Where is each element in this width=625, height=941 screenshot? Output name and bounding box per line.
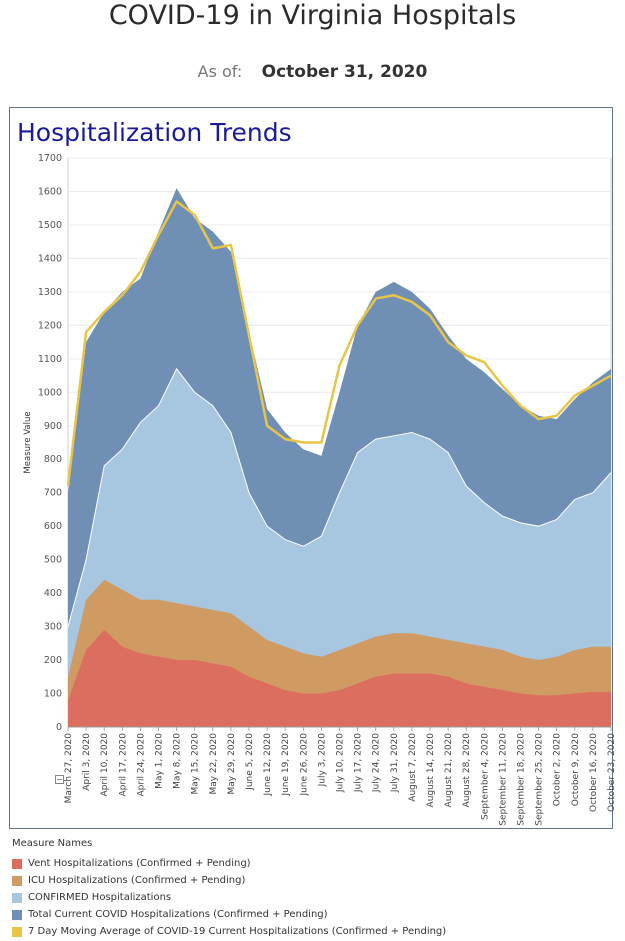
x-tick-label: October 23, 2020 xyxy=(607,733,617,812)
y-tick-label: 1000 xyxy=(38,387,62,398)
legend-label: Vent Hospitalizations (Confirmed + Pendi… xyxy=(28,858,251,869)
y-tick-label: 1100 xyxy=(38,354,62,365)
x-tick-label: August 28, 2020 xyxy=(462,733,472,808)
legend-swatch xyxy=(12,926,22,937)
as-of-label: As of: xyxy=(197,62,243,81)
x-tick-label: April 17, 2020 xyxy=(118,733,128,797)
as-of-line: As of: October 31, 2020 xyxy=(0,62,625,82)
y-axis-label: Measure Value xyxy=(23,411,33,473)
legend-label: ICU Hospitalizations (Confirmed + Pendin… xyxy=(28,875,246,886)
as-of-date: October 31, 2020 xyxy=(261,62,428,82)
x-tick-label: June 26, 2020 xyxy=(299,733,309,797)
y-tick-label: 300 xyxy=(44,622,62,633)
moving-average-line xyxy=(66,200,612,487)
x-tick-label: March 27, 2020 xyxy=(64,733,74,804)
x-tick-label: April 24, 2020 xyxy=(136,733,146,797)
x-tick-label: August 21, 2020 xyxy=(444,733,454,808)
legend-swatch xyxy=(12,875,22,886)
legend-item[interactable]: Vent Hospitalizations (Confirmed + Pendi… xyxy=(12,855,446,872)
legend-item[interactable]: 7 Day Moving Average of COVID-19 Current… xyxy=(12,923,446,940)
legend-item[interactable]: Total Current COVID Hospitalizations (Co… xyxy=(12,906,446,923)
x-tick-label: June 19, 2020 xyxy=(281,733,291,797)
x-tick-label: May 1, 2020 xyxy=(155,733,165,789)
x-tick-label: May 15, 2020 xyxy=(191,733,201,795)
legend-label: CONFIRMED Hospitalizations xyxy=(28,892,172,903)
legend-item[interactable]: ICU Hospitalizations (Confirmed + Pendin… xyxy=(12,872,446,889)
legend-label: 7 Day Moving Average of COVID-19 Current… xyxy=(28,926,447,937)
x-tick-label: July 24, 2020 xyxy=(372,733,382,793)
legend-label: Total Current COVID Hospitalizations (Co… xyxy=(28,909,328,920)
x-tick-label: August 14, 2020 xyxy=(426,733,436,808)
y-tick-label: 900 xyxy=(44,421,62,432)
x-tick-label: June 5, 2020 xyxy=(245,733,255,791)
legend-item[interactable]: CONFIRMED Hospitalizations xyxy=(12,889,446,906)
x-tick-label: September 18, 2020 xyxy=(517,733,527,826)
y-tick-label: 1200 xyxy=(38,320,62,331)
legend-swatch xyxy=(12,909,22,920)
x-tick-label: October 9, 2020 xyxy=(571,733,581,807)
y-tick-label: 1400 xyxy=(38,253,62,264)
x-tick-label: July 31, 2020 xyxy=(390,733,400,793)
x-tick-label: April 3, 2020 xyxy=(82,733,92,791)
x-tick-label: June 12, 2020 xyxy=(263,733,273,797)
collapse-axis-icon[interactable]: − xyxy=(55,775,64,784)
y-tick-label: 1500 xyxy=(38,220,62,231)
y-tick-label: 500 xyxy=(44,555,62,566)
chart-panel: Hospitalization Trends xyxy=(9,107,613,829)
y-tick-label: 100 xyxy=(44,689,62,700)
y-tick-label: 700 xyxy=(44,488,62,499)
x-tick-label: May 22, 2020 xyxy=(209,733,219,795)
y-tick-label: 600 xyxy=(44,521,62,532)
area-series-3 xyxy=(68,629,611,727)
y-tick-label: 1700 xyxy=(38,153,62,164)
x-tick-label: July 17, 2020 xyxy=(354,733,364,793)
x-tick-label: April 10, 2020 xyxy=(100,733,110,797)
y-tick-label: 1600 xyxy=(38,186,62,197)
x-tick-label: May 8, 2020 xyxy=(173,733,183,789)
hospitalization-chart: 0 100 200 300 400 500 600 700 800 900 1000 1100 1200… xyxy=(23,153,617,826)
chart-title: Hospitalization Trends xyxy=(17,118,292,147)
x-tick-label: August 7, 2020 xyxy=(408,733,418,802)
legend-swatch xyxy=(12,892,22,903)
legend-swatch xyxy=(12,858,22,869)
legend: Measure Names Vent Hospitalizations (Con… xyxy=(12,838,446,940)
y-tick-label: 1300 xyxy=(38,287,62,298)
x-tick-label: September 4, 2020 xyxy=(480,733,490,820)
confirmed-outline xyxy=(67,367,612,627)
y-tick-label: 0 xyxy=(56,722,62,733)
y-tick-label: 200 xyxy=(44,655,62,666)
y-tick-label: 400 xyxy=(44,588,62,599)
y-tick-label: 800 xyxy=(44,454,62,465)
x-tick-label: October 16, 2020 xyxy=(589,733,599,812)
x-tick-label: September 11, 2020 xyxy=(498,733,508,826)
page-title: COVID-19 in Virginia Hospitals xyxy=(108,0,517,31)
legend-title: Measure Names xyxy=(12,838,93,849)
x-tick-label: July 10, 2020 xyxy=(336,733,346,793)
x-tick-label: July 3, 2020 xyxy=(317,733,327,788)
x-tick-label: May 29, 2020 xyxy=(227,733,237,795)
x-tick-label: September 25, 2020 xyxy=(535,733,545,826)
x-tick-label: October 2, 2020 xyxy=(553,733,563,807)
